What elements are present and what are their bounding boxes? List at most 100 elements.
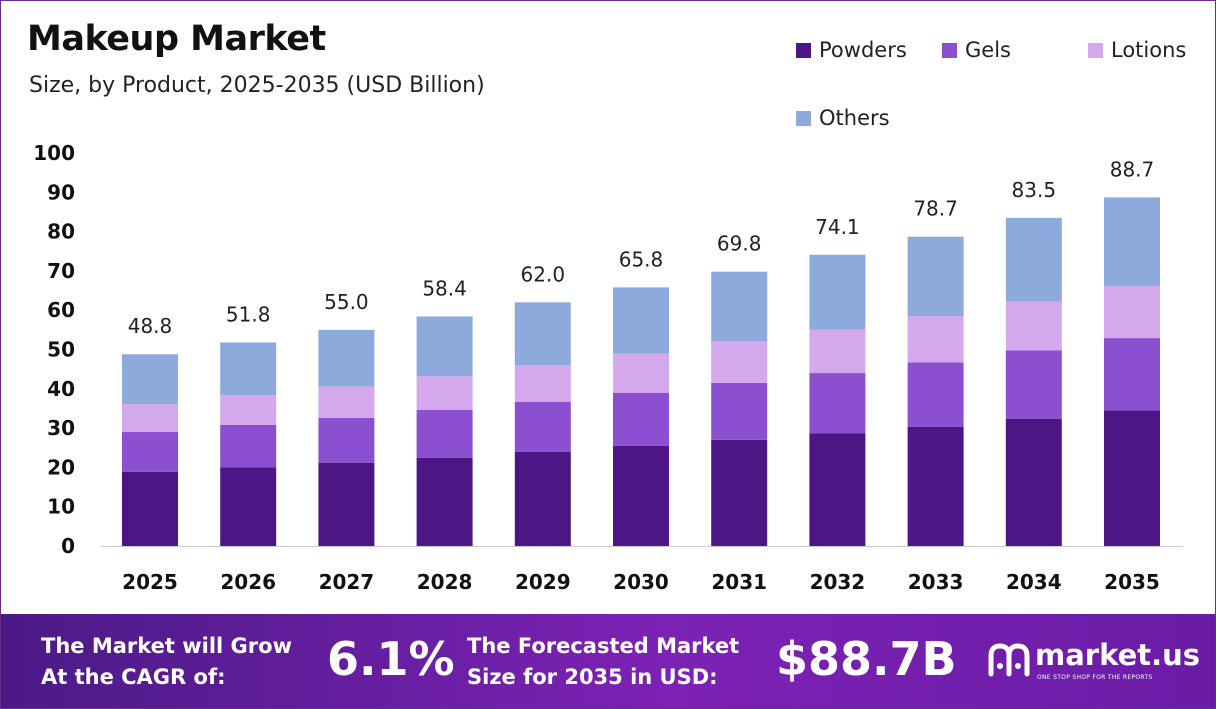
total-label-2031: 69.8 <box>717 232 762 256</box>
bar-segment-lotions-2034 <box>1005 301 1062 351</box>
y-tick-label: 30 <box>47 416 75 440</box>
bar-segment-others-2026 <box>220 342 277 396</box>
y-tick-label: 70 <box>47 259 75 283</box>
bar-segment-others-2031 <box>711 271 768 342</box>
bar-segment-powders-2034 <box>1005 418 1062 546</box>
bar-segment-gels-2028 <box>416 410 473 458</box>
legend-label-lotions: Lotions <box>1111 38 1187 62</box>
bar-segment-powders-2028 <box>416 457 473 546</box>
bar-segment-gels-2027 <box>318 417 375 463</box>
bar-segment-lotions-2026 <box>220 395 277 425</box>
bar-segment-others-2034 <box>1005 217 1062 302</box>
x-tick-label-2035: 2035 <box>1104 570 1160 594</box>
footer-banner: The Market will Grow At the CAGR of: 6.1… <box>1 614 1215 708</box>
x-tick-label-2026: 2026 <box>220 570 276 594</box>
legend-item-gels: Gels <box>942 38 1011 62</box>
x-tick-label-2030: 2030 <box>613 570 669 594</box>
bar-segment-others-2033 <box>907 236 964 317</box>
bar-segment-lotions-2025 <box>122 404 178 433</box>
bar-segment-others-2032 <box>809 254 866 330</box>
bar-segment-others-2027 <box>318 329 375 387</box>
y-tick-label: 90 <box>47 180 75 204</box>
total-label-2029: 62.0 <box>521 262 566 286</box>
legend-label-powders: Powders <box>819 38 907 62</box>
legend-label-gels: Gels <box>965 38 1011 62</box>
x-tick-label-2031: 2031 <box>711 570 767 594</box>
legend-item-others: Others <box>796 106 890 130</box>
market-us-logo-icon <box>988 643 1030 677</box>
bar-segment-lotions-2028 <box>416 376 473 411</box>
stacked-bar-chart: 010203040506070809010048.8202551.8202655… <box>33 141 1183 594</box>
legend-swatch-powders <box>796 42 811 58</box>
bar-segment-powders-2033 <box>907 426 964 546</box>
bar-segment-gels-2029 <box>514 401 571 452</box>
x-tick-label-2027: 2027 <box>319 570 375 594</box>
bar-segment-gels-2032 <box>809 373 866 434</box>
bar-segment-others-2030 <box>613 287 669 354</box>
chart-subtitle: Size, by Product, 2025-2035 (USD Billion… <box>29 73 485 98</box>
bar-segment-lotions-2029 <box>514 365 571 402</box>
forecast-label-line2: Size for 2035 in USD: <box>467 665 718 689</box>
bar-segment-others-2035 <box>1104 197 1160 287</box>
bar-segment-lotions-2030 <box>613 353 669 393</box>
total-label-2035: 88.7 <box>1110 157 1155 181</box>
total-label-2033: 78.7 <box>913 197 958 221</box>
bar-segment-gels-2035 <box>1104 338 1160 411</box>
bar-segment-gels-2033 <box>907 362 964 427</box>
total-label-2028: 58.4 <box>422 276 467 300</box>
bar-segment-powders-2026 <box>220 467 277 546</box>
y-tick-label: 100 <box>33 141 75 165</box>
bar-segment-others-2025 <box>122 354 178 405</box>
legend-label-others: Others <box>819 106 890 130</box>
bar-segment-lotions-2027 <box>318 386 375 418</box>
bar-segment-gels-2030 <box>613 392 669 446</box>
brand-name: market.us <box>1035 638 1201 672</box>
bar-segment-lotions-2033 <box>907 316 964 363</box>
total-label-2025: 48.8 <box>128 314 173 338</box>
bar-segment-powders-2035 <box>1104 410 1160 546</box>
cagr-label: The Market will Grow At the CAGR of: <box>41 631 292 693</box>
bar-segment-gels-2034 <box>1005 350 1062 419</box>
bar-segment-others-2029 <box>514 302 571 366</box>
total-label-2034: 83.5 <box>1012 178 1057 202</box>
bar-segment-gels-2031 <box>711 382 768 440</box>
cagr-label-line2: At the CAGR of: <box>41 665 226 689</box>
y-tick-label: 60 <box>47 298 75 322</box>
brand-logo[interactable]: market.us ONE STOP SHOP FOR THE REPORTS <box>987 636 1212 686</box>
y-tick-label: 80 <box>47 220 75 244</box>
cagr-label-line1: The Market will Grow <box>41 634 292 658</box>
bar-segment-powders-2032 <box>809 433 866 546</box>
x-tick-label-2033: 2033 <box>908 570 964 594</box>
x-tick-label-2028: 2028 <box>417 570 473 594</box>
bar-segment-others-2028 <box>416 316 473 377</box>
bar-segment-powders-2031 <box>711 439 768 546</box>
y-tick-label: 0 <box>61 534 75 558</box>
legend-swatch-others <box>796 110 811 126</box>
legend-item-lotions: Lotions <box>1088 38 1186 62</box>
x-tick-label-2034: 2034 <box>1006 570 1062 594</box>
total-label-2026: 51.8 <box>226 302 271 326</box>
x-tick-label-2032: 2032 <box>810 570 866 594</box>
bar-segment-lotions-2035 <box>1104 286 1160 339</box>
bar-segment-lotions-2031 <box>711 341 768 383</box>
brand-tagline: ONE STOP SHOP FOR THE REPORTS <box>1037 674 1153 681</box>
bar-segment-powders-2029 <box>514 451 571 546</box>
y-tick-label: 20 <box>47 455 75 479</box>
total-label-2027: 55.0 <box>324 290 369 314</box>
legend-item-powders: Powders <box>796 38 907 62</box>
y-tick-label: 10 <box>47 495 75 519</box>
bar-segment-lotions-2032 <box>809 329 866 374</box>
y-tick-label: 40 <box>47 377 75 401</box>
legend-swatch-lotions <box>1088 42 1103 58</box>
total-label-2032: 74.1 <box>815 215 860 239</box>
bar-segment-powders-2027 <box>318 462 375 546</box>
cagr-value: 6.1% <box>327 632 455 686</box>
forecast-value: $88.7B <box>776 632 957 686</box>
legend-swatch-gels <box>942 42 957 58</box>
forecast-label: The Forecasted Market Size for 2035 in U… <box>467 631 739 693</box>
y-tick-label: 50 <box>47 338 75 362</box>
bar-segment-gels-2026 <box>220 424 277 468</box>
chart-title: Makeup Market <box>27 19 326 59</box>
bar-segment-powders-2025 <box>122 471 178 546</box>
